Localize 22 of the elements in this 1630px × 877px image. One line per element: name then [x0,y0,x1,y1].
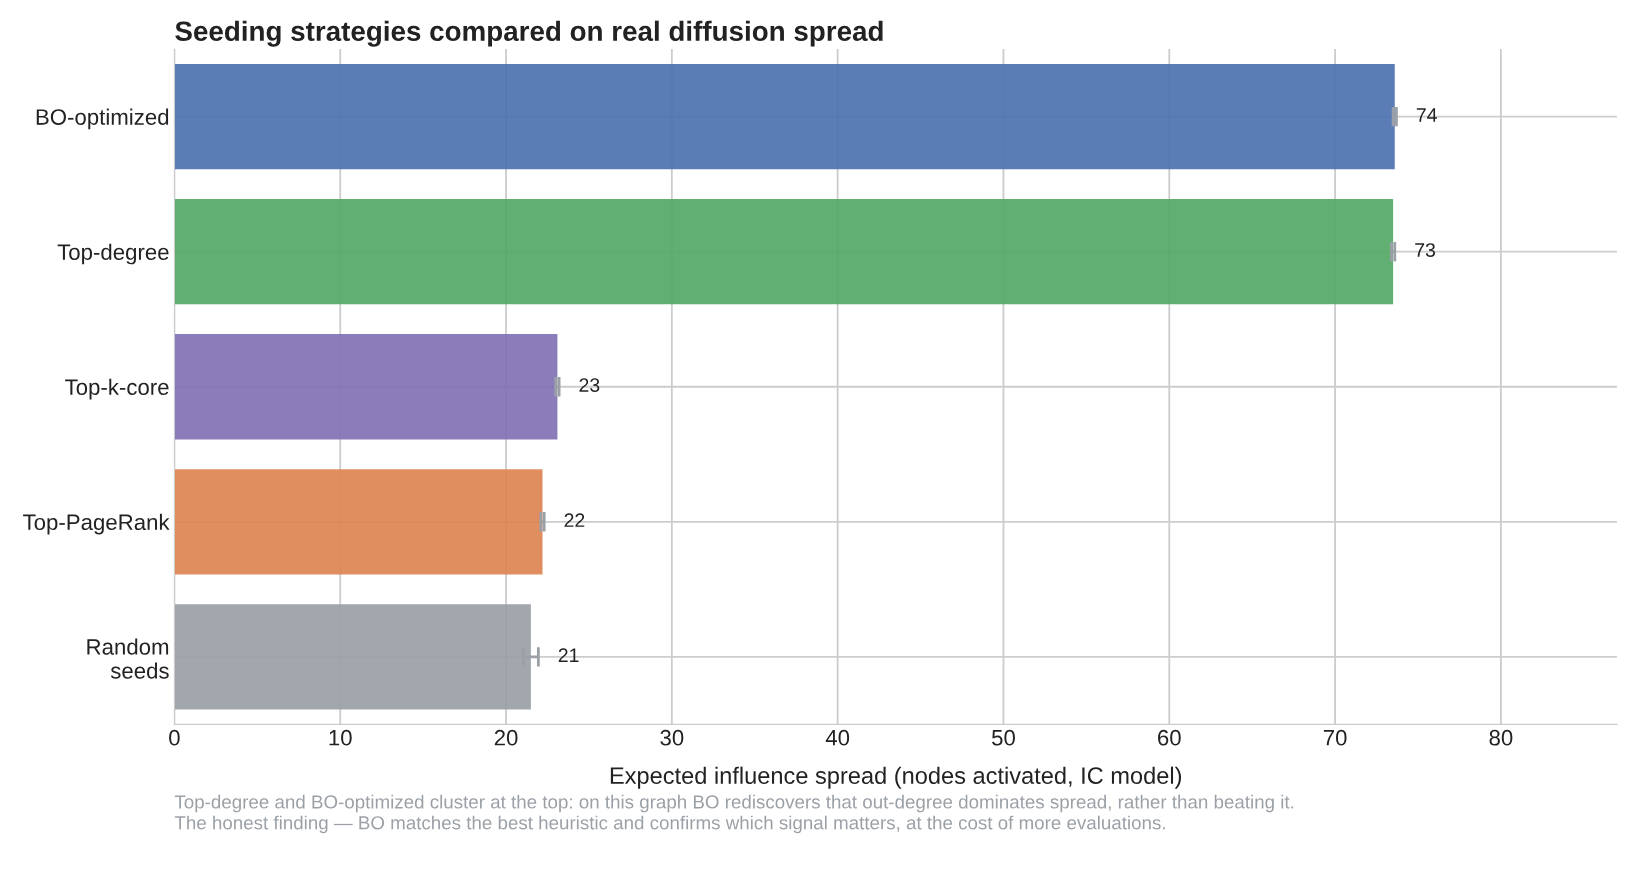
data-label: 73 [1415,243,1435,257]
x-tick-label: 80 [1489,729,1513,746]
x-tick-label: 20 [494,729,518,746]
y-tick-label: Top-degree [57,243,169,265]
data-label: 21 [558,648,579,662]
chart-title: Seeding strategies compared on real diffusion spread [175,20,883,47]
data-label: 23 [579,378,600,392]
x-tick-label: 40 [825,729,850,746]
x-tick-label: 0 [169,729,180,746]
x-tick-label: 70 [1323,729,1347,746]
x-tick-label: 30 [660,729,684,746]
y-tick-label: Top-PageRank [23,513,170,535]
y-tick-label: BO-optimized [36,108,169,130]
x-tick-label: 60 [1158,729,1181,746]
data-label: 22 [564,513,585,527]
data-label: 74 [1416,108,1437,122]
y-tick-label: Top-k-core [65,378,169,400]
x-tick-label: 10 [329,729,352,746]
y-tick-label: Random seeds [87,638,169,679]
x-axis-title: Expected influence spread (nodes activated, IC model) [610,766,1182,789]
x-tick-label: 50 [991,729,1015,746]
text: Top-degree and BO-optimized cluster at the top: on this graph BO rediscovers that out-degree dominates spread, rather than beating it. The honest finding — BO matches the best heuristic and confirms which signal matters, at the cost of more evaluations. [174,794,1294,834]
